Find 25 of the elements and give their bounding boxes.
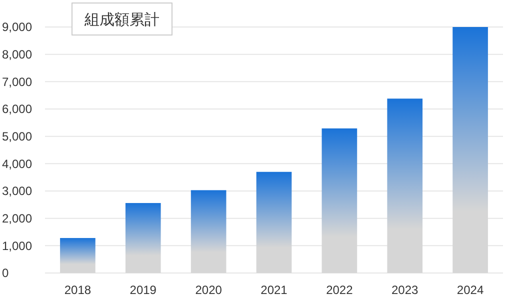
x-tick-label: 2023 (392, 283, 419, 297)
y-tick-label: 5,000 (2, 130, 32, 144)
y-tick-label: 7,000 (2, 74, 32, 89)
x-tick-label: 2018 (64, 283, 92, 297)
y-tick-label: 8,000 (2, 48, 32, 62)
y-tick-label: 9,000 (2, 20, 32, 34)
y-tick-label: 3,000 (2, 184, 32, 198)
bar (60, 238, 96, 273)
bar (322, 128, 358, 273)
y-tick-label: 1,000 (2, 238, 32, 253)
y-tick-label: 0 (2, 266, 9, 280)
x-tick-label: 2019 (130, 283, 157, 297)
y-tick-label: 2,000 (2, 212, 32, 226)
bar (190, 190, 226, 273)
bar (387, 98, 423, 273)
x-tick-label: 2024 (456, 283, 484, 297)
x-tick-label: 2021 (260, 283, 288, 297)
y-tick-label: 4,000 (2, 156, 32, 171)
y-tick-label: 6,000 (2, 102, 32, 116)
x-tick-label: 2020 (195, 283, 222, 297)
bar (452, 27, 488, 273)
bar (256, 172, 292, 273)
bar (125, 203, 161, 273)
x-tick-label: 2022 (326, 283, 354, 297)
chart-title: 組成額累計 (84, 11, 160, 28)
